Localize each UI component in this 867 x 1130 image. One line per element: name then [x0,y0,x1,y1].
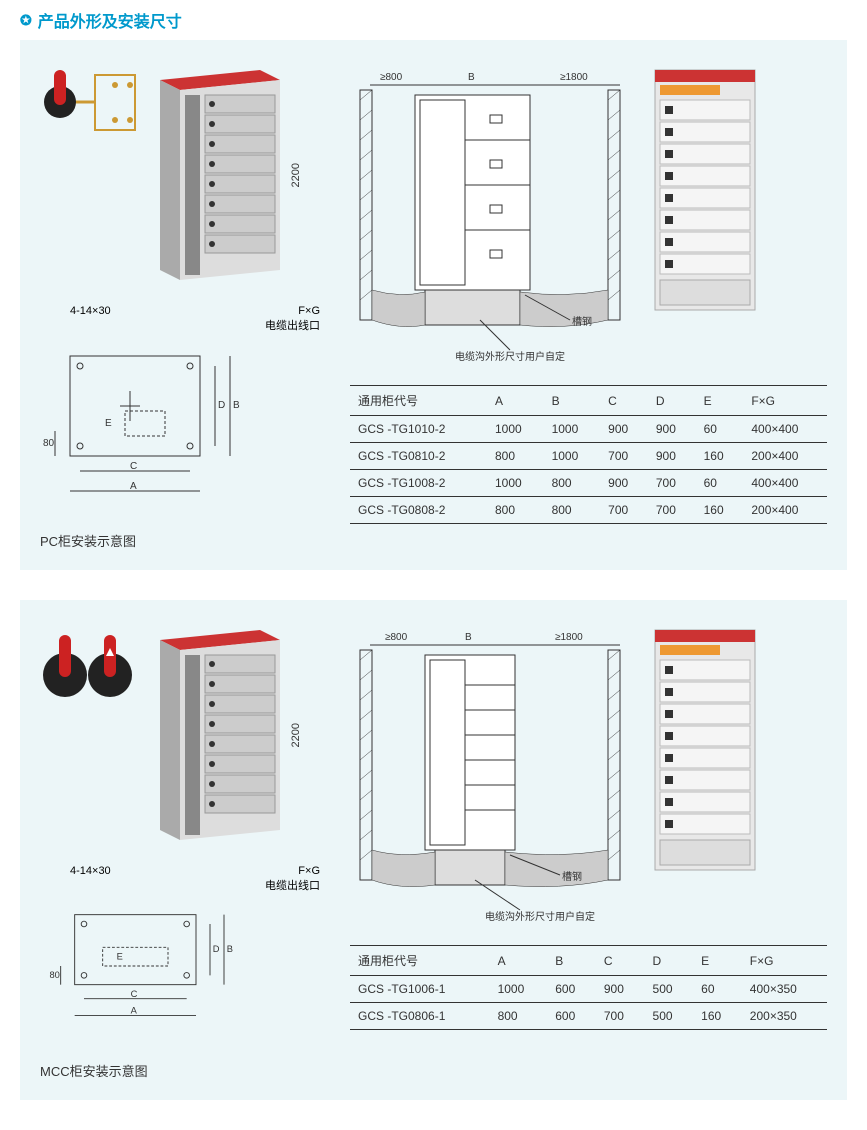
svg-text:电缆沟外形尺寸用户自定: 电缆沟外形尺寸用户自定 [455,350,565,363]
table-row: GCS -TG1010-21000100090090060400×400 [350,416,827,443]
table-header: B [544,386,601,416]
svg-text:D: D [218,400,225,411]
caption-1: PC柜安装示意图 [40,531,330,550]
section-pc: 2200 4-14×30 F×G 电缆出线口 E 80 C A D B PC柜安… [20,40,847,570]
install-diagram-2: ≥800 B ≥1800 槽钢 电缆沟外形尺寸用户自定 [350,620,630,930]
svg-text:80: 80 [43,438,55,449]
table-header: D [645,946,694,976]
table-row: GCS -TG0810-28001000700900160200×400 [350,443,827,470]
table-header: C [596,946,645,976]
table-header: E [693,946,742,976]
plan-view-1: E 80 C A D B [40,336,240,506]
cabinet-3d-render-2 [150,620,290,850]
height-dim-1: 2200 [290,163,302,187]
table-header: E [696,386,744,416]
plan-label-fg: F×G [298,305,320,317]
table-header: A [487,386,544,416]
handle-illustration-1 [40,60,140,150]
plan-label-fg-2: F×G [298,865,320,877]
table-header: F×G [742,946,827,976]
table-header: D [648,386,696,416]
svg-text:D: D [213,944,220,954]
svg-text:≥1800: ≥1800 [560,72,588,83]
table-header: C [600,386,648,416]
handle-illustration-2 [40,620,140,710]
table-row: GCS -TG1008-2100080090070060400×400 [350,470,827,497]
svg-text:B: B [465,632,472,643]
table-header: 通用柜代号 [350,946,490,976]
svg-text:槽钢: 槽钢 [562,870,582,883]
table-header: 通用柜代号 [350,386,487,416]
svg-text:≥800: ≥800 [385,632,408,643]
height-dim-2: 2200 [290,723,302,747]
plan-view-2: E 80 C A D B [40,896,240,1036]
svg-text:E: E [105,418,112,429]
install-diagram-1: ≥800 B ≥1800 槽钢 电缆沟外形尺寸用户自定 [350,60,630,370]
svg-text:C: C [130,461,137,472]
title-text: 产品外形及安装尺寸 [38,8,182,32]
svg-text:B: B [468,72,475,83]
svg-text:80: 80 [49,970,59,980]
svg-text:A: A [130,481,137,492]
plan-label-tl: 4-14×30 [70,305,111,333]
svg-text:C: C [131,989,138,999]
table-row: GCS -TG1006-1100060090050060400×350 [350,976,827,1003]
cabinet-3d-render-1 [150,60,290,290]
bullet-icon: ✪ [20,12,32,29]
table-header: B [547,946,596,976]
svg-text:≥800: ≥800 [380,72,403,83]
table-row: GCS -TG0808-2800800700700160200×400 [350,497,827,524]
svg-text:≥1800: ≥1800 [555,632,583,643]
page-title: ✪ 产品外形及安装尺寸 [0,0,867,40]
dimension-table-1: 通用柜代号ABCDEF×G GCS -TG1010-21000100090090… [350,385,827,524]
svg-text:B: B [227,944,233,954]
plan-label-cable: 电缆出线口 [265,320,320,332]
svg-text:槽钢: 槽钢 [572,315,592,328]
plan-label-cable-2: 电缆出线口 [265,880,320,892]
svg-text:B: B [233,400,240,411]
svg-text:A: A [131,1006,138,1016]
caption-2: MCC柜安装示意图 [40,1061,330,1080]
svg-text:电缆沟外形尺寸用户自定: 电缆沟外形尺寸用户自定 [485,910,595,923]
table-header: F×G [743,386,827,416]
plan-label-tl-2: 4-14×30 [70,865,111,893]
table-row: GCS -TG0806-1800600700500160200×350 [350,1003,827,1030]
dimension-table-2: 通用柜代号ABCDEF×G GCS -TG1006-11000600900500… [350,945,827,1030]
cabinet-photo-1 [650,60,760,320]
svg-text:E: E [117,951,123,961]
cabinet-photo-2 [650,620,760,880]
table-header: A [490,946,548,976]
section-mcc: 2200 4-14×30 F×G 电缆出线口 E 80 C A D B MCC柜… [20,600,847,1100]
